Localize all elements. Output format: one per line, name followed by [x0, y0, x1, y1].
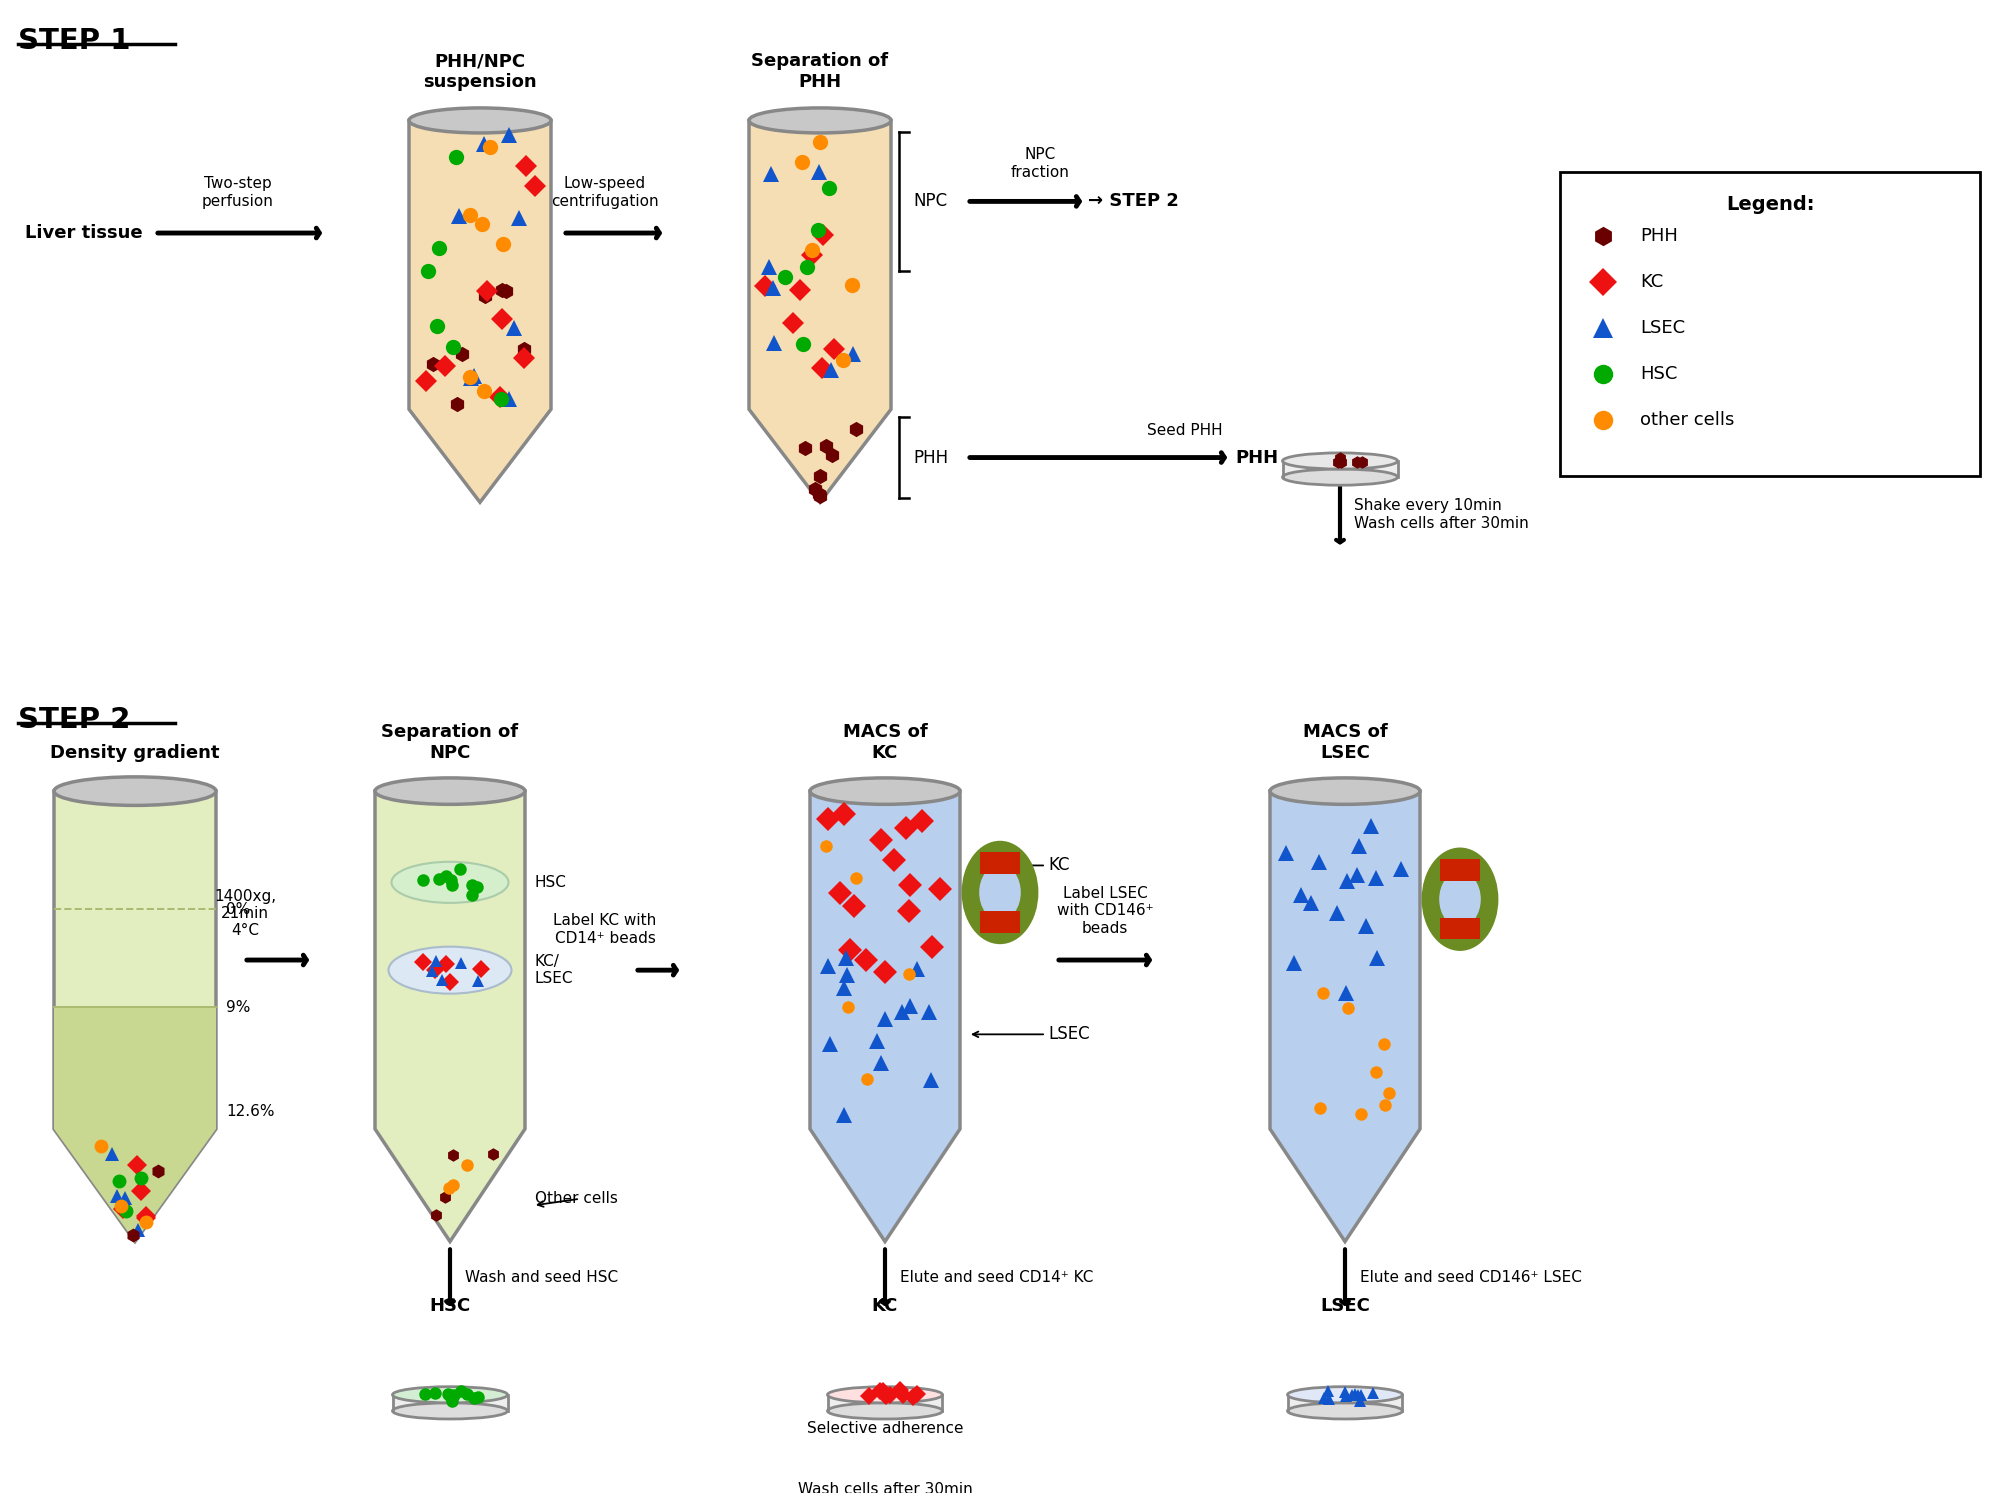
- Ellipse shape: [1422, 848, 1498, 951]
- Text: NPC: NPC: [914, 193, 948, 211]
- Text: PHH: PHH: [914, 448, 948, 466]
- Text: STEP 2: STEP 2: [18, 706, 130, 735]
- Text: Two-step
perfusion: Two-step perfusion: [202, 176, 274, 209]
- Polygon shape: [748, 121, 892, 502]
- Text: Other cells: Other cells: [536, 1191, 618, 1206]
- Ellipse shape: [376, 778, 524, 805]
- Polygon shape: [376, 791, 524, 1242]
- Polygon shape: [1270, 791, 1420, 1242]
- Polygon shape: [54, 1008, 216, 1242]
- Text: Separation of
NPC: Separation of NPC: [382, 723, 518, 761]
- Text: Legend:: Legend:: [1726, 196, 1814, 213]
- Text: Density gradient: Density gradient: [50, 744, 220, 761]
- Ellipse shape: [392, 1403, 508, 1418]
- Bar: [980, 853, 1020, 873]
- Text: → STEP 2: → STEP 2: [1088, 193, 1178, 211]
- Ellipse shape: [828, 1387, 942, 1403]
- Text: 0%: 0%: [226, 902, 250, 917]
- Text: LSEC: LSEC: [1048, 1026, 1090, 1044]
- Text: PHH: PHH: [1640, 227, 1678, 245]
- Bar: [1440, 918, 1480, 939]
- Polygon shape: [1288, 1394, 1402, 1411]
- Text: KC/
LSEC: KC/ LSEC: [536, 954, 574, 987]
- Ellipse shape: [828, 1403, 942, 1418]
- Ellipse shape: [410, 107, 552, 133]
- Polygon shape: [392, 1394, 508, 1411]
- Text: Wash and seed HSC: Wash and seed HSC: [466, 1271, 618, 1285]
- Text: PHH: PHH: [1236, 448, 1278, 466]
- Text: Seed PHH: Seed PHH: [1148, 423, 1222, 437]
- Text: Label LSEC
with CD146⁺
beads: Label LSEC with CD146⁺ beads: [1056, 885, 1154, 936]
- Text: LSEC: LSEC: [1320, 1297, 1370, 1315]
- Text: STEP 1: STEP 1: [18, 27, 130, 55]
- Polygon shape: [828, 1394, 942, 1411]
- Text: 1400xg,
21min
4°C: 1400xg, 21min 4°C: [214, 888, 276, 939]
- Text: KC: KC: [1640, 273, 1664, 291]
- Ellipse shape: [1440, 872, 1480, 927]
- Text: KC: KC: [1048, 857, 1070, 875]
- Bar: [1440, 858, 1480, 881]
- FancyBboxPatch shape: [1560, 172, 1980, 476]
- Ellipse shape: [810, 778, 960, 805]
- Text: HSC: HSC: [536, 875, 566, 890]
- Text: Liver tissue: Liver tissue: [24, 224, 142, 242]
- Polygon shape: [1282, 461, 1398, 478]
- Text: Shake every 10min
Wash cells after 30min: Shake every 10min Wash cells after 30min: [1354, 499, 1528, 530]
- Ellipse shape: [392, 861, 508, 903]
- Ellipse shape: [54, 776, 216, 805]
- Text: HSC: HSC: [430, 1297, 470, 1315]
- Ellipse shape: [980, 864, 1020, 921]
- Text: Label KC with
CD14⁺ beads: Label KC with CD14⁺ beads: [554, 914, 656, 945]
- Ellipse shape: [1282, 469, 1398, 485]
- Polygon shape: [810, 791, 960, 1242]
- Ellipse shape: [392, 1387, 508, 1403]
- Text: KC: KC: [872, 1297, 898, 1315]
- Text: Elute and seed CD14⁺ KC: Elute and seed CD14⁺ KC: [900, 1271, 1094, 1285]
- Ellipse shape: [388, 947, 512, 994]
- Bar: [980, 911, 1020, 933]
- Ellipse shape: [748, 107, 890, 133]
- Text: Wash cells after 30min: Wash cells after 30min: [798, 1483, 972, 1493]
- Text: Selective adherence: Selective adherence: [806, 1421, 964, 1436]
- Text: Elute and seed CD146⁺ LSEC: Elute and seed CD146⁺ LSEC: [1360, 1271, 1582, 1285]
- Text: NPC
fraction: NPC fraction: [1010, 148, 1070, 179]
- Text: 12.6%: 12.6%: [226, 1103, 274, 1118]
- Ellipse shape: [1288, 1387, 1402, 1403]
- Ellipse shape: [962, 841, 1038, 944]
- Text: LSEC: LSEC: [1640, 320, 1686, 337]
- Text: Low-speed
centrifugation: Low-speed centrifugation: [552, 176, 658, 209]
- Text: Separation of
PHH: Separation of PHH: [752, 52, 888, 91]
- Text: MACS of
LSEC: MACS of LSEC: [1302, 723, 1388, 761]
- Polygon shape: [410, 121, 552, 502]
- Text: 9%: 9%: [226, 1000, 250, 1015]
- Text: HSC: HSC: [1640, 364, 1678, 384]
- Ellipse shape: [1288, 1403, 1402, 1418]
- Text: other cells: other cells: [1640, 411, 1734, 428]
- Ellipse shape: [1282, 452, 1398, 469]
- Polygon shape: [54, 791, 216, 1242]
- Text: MACS of
KC: MACS of KC: [842, 723, 928, 761]
- Ellipse shape: [1270, 778, 1420, 805]
- Text: PHH/NPC
suspension: PHH/NPC suspension: [424, 52, 536, 91]
